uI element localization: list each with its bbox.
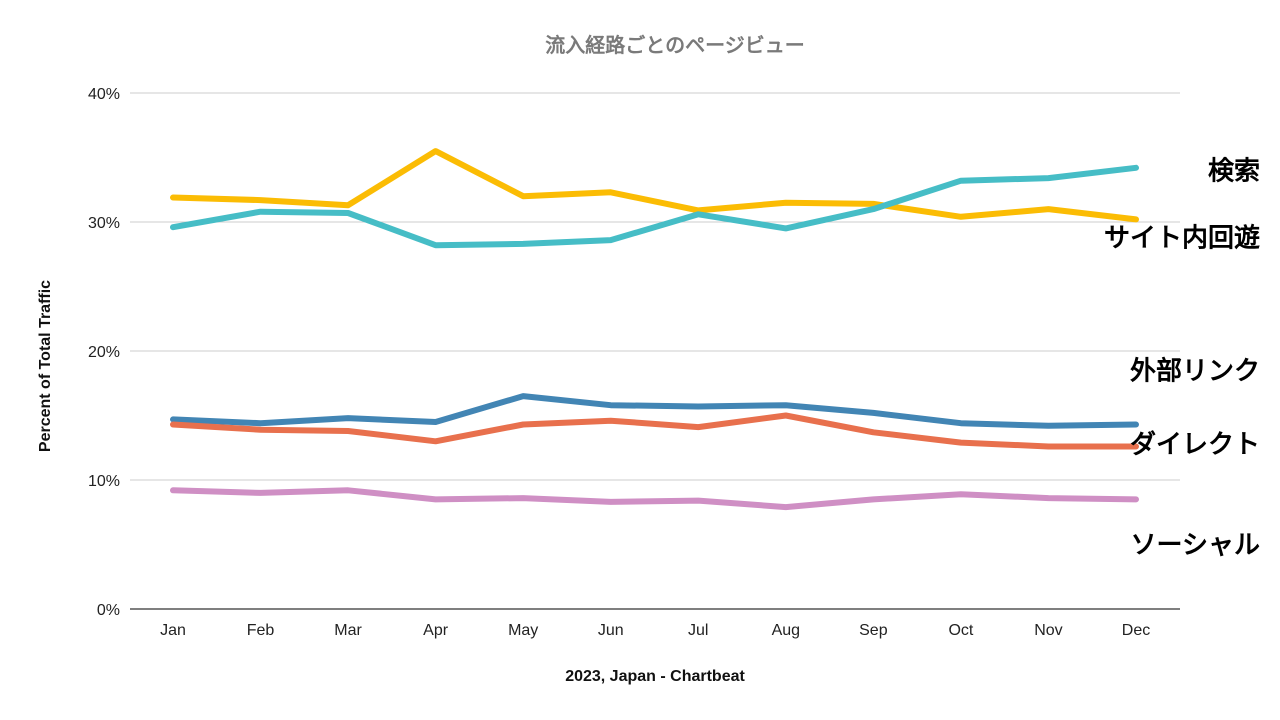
x-tick-label: Jan bbox=[160, 622, 186, 639]
y-tick-label: 10% bbox=[88, 473, 120, 490]
x-tick-label: Sep bbox=[859, 622, 888, 639]
series-line bbox=[170, 487, 1139, 511]
y-tick-label: 0% bbox=[97, 602, 120, 619]
x-tick-label: Jul bbox=[688, 622, 708, 639]
x-tick-label: Feb bbox=[247, 622, 275, 639]
y-tick-label: 20% bbox=[88, 344, 120, 361]
x-tick-label: Nov bbox=[1034, 622, 1062, 639]
gridlines bbox=[130, 92, 1180, 610]
x-tick-label: Jun bbox=[598, 622, 624, 639]
x-tick-label: Mar bbox=[334, 622, 362, 639]
series-label: ダイレクト bbox=[1130, 429, 1260, 460]
series-line bbox=[170, 164, 1139, 249]
x-tick-label: Apr bbox=[423, 622, 449, 639]
series-line bbox=[170, 148, 1139, 223]
y-axis-label: Percent of Total Traffic bbox=[37, 280, 54, 452]
series-label: ソーシャル bbox=[1131, 531, 1260, 561]
y-tick-label: 30% bbox=[88, 215, 120, 232]
series-label: 外部リンク bbox=[1130, 356, 1260, 386]
x-axis-ticks: Jan Feb Mar Apr May Jun Jul Aug Sep Oct Nov Dec bbox=[160, 622, 1150, 639]
y-tick-label: 40% bbox=[88, 86, 120, 103]
chart-title: 流入経路ごとのページビュー bbox=[545, 33, 804, 57]
series-line bbox=[170, 393, 1139, 429]
x-tick-label: Dec bbox=[1122, 622, 1150, 639]
series-lines bbox=[170, 148, 1139, 511]
series-label: サイト内回遊 bbox=[1104, 222, 1260, 253]
series-label: 検索 bbox=[1208, 156, 1260, 186]
y-axis-ticks: 0% 10% 20% 30% 40% bbox=[88, 86, 120, 619]
series-line bbox=[170, 412, 1139, 450]
x-tick-label: Oct bbox=[948, 622, 973, 639]
x-axis-label: 2023, Japan - Chartbeat bbox=[565, 668, 745, 685]
x-tick-label: Aug bbox=[772, 622, 800, 639]
x-tick-label: May bbox=[508, 622, 538, 639]
